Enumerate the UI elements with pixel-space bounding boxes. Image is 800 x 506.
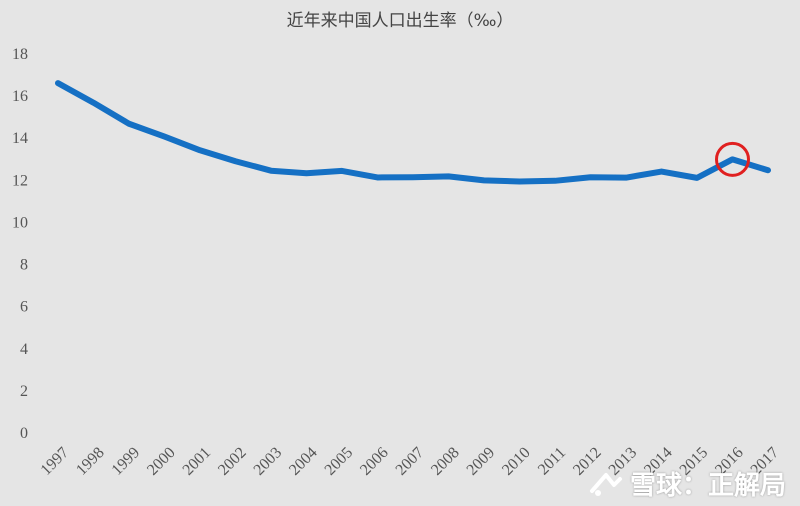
y-axis: 0 2 4 6 8 10 12 14 16 18 bbox=[12, 46, 28, 442]
x-tick-label: 2005 bbox=[322, 444, 357, 479]
x-tick-label: 2002 bbox=[215, 444, 250, 479]
watermark: 雪球：正解局 bbox=[588, 465, 786, 502]
y-tick-label: 6 bbox=[20, 299, 28, 316]
data-point bbox=[164, 136, 165, 138]
y-tick-label: 12 bbox=[12, 172, 28, 189]
y-tick-label: 10 bbox=[12, 214, 28, 231]
x-tick-label: 2004 bbox=[286, 444, 321, 479]
chart-title: 近年来中国人口出生率（‰） bbox=[287, 11, 514, 31]
data-point bbox=[306, 172, 307, 174]
data-point bbox=[57, 82, 59, 84]
highlight-layer bbox=[715, 141, 750, 177]
data-point bbox=[483, 179, 485, 181]
y-tick-label: 18 bbox=[12, 46, 28, 63]
watermark-text: 雪球：正解局 bbox=[629, 471, 786, 501]
data-point bbox=[93, 102, 94, 104]
data-point bbox=[128, 123, 130, 125]
x-tick-label: 2010 bbox=[499, 444, 534, 479]
x-tick-label: 2000 bbox=[144, 444, 179, 479]
series-line bbox=[55, 80, 771, 185]
x-tick-label: 2003 bbox=[251, 444, 286, 479]
x-tick-label: 2001 bbox=[180, 444, 215, 479]
x-tick-label: 1999 bbox=[109, 444, 144, 479]
data-point bbox=[554, 180, 556, 182]
x-tick-label: 1997 bbox=[38, 444, 73, 479]
x-tick-label: 2008 bbox=[428, 444, 463, 479]
data-point bbox=[412, 176, 414, 178]
data-point bbox=[696, 177, 698, 179]
data-point bbox=[341, 170, 343, 172]
x-tick-label: 2007 bbox=[393, 444, 428, 479]
data-point bbox=[448, 175, 449, 177]
data-point bbox=[732, 158, 733, 160]
x-tick-label: 2011 bbox=[535, 444, 569, 478]
snowball-logo-icon bbox=[589, 472, 622, 496]
y-tick-label: 4 bbox=[20, 341, 28, 358]
data-point bbox=[590, 176, 591, 178]
y-tick-label: 16 bbox=[12, 88, 28, 105]
data-point bbox=[661, 171, 662, 173]
data-point bbox=[519, 180, 520, 182]
y-tick-label: 0 bbox=[20, 425, 28, 442]
y-tick-label: 2 bbox=[20, 383, 28, 400]
series-birth-rate bbox=[55, 80, 771, 185]
data-point bbox=[625, 177, 627, 179]
x-tick-label: 1998 bbox=[73, 444, 108, 479]
y-tick-label: 14 bbox=[12, 130, 28, 147]
data-point bbox=[767, 169, 769, 171]
data-point bbox=[377, 176, 378, 178]
x-tick-label: 2006 bbox=[357, 444, 392, 479]
data-point bbox=[235, 160, 236, 162]
x-tick-label: 2009 bbox=[464, 444, 499, 479]
highlight-circle bbox=[715, 141, 750, 177]
data-point bbox=[199, 149, 201, 151]
y-tick-label: 8 bbox=[20, 257, 28, 274]
data-point bbox=[270, 170, 272, 172]
